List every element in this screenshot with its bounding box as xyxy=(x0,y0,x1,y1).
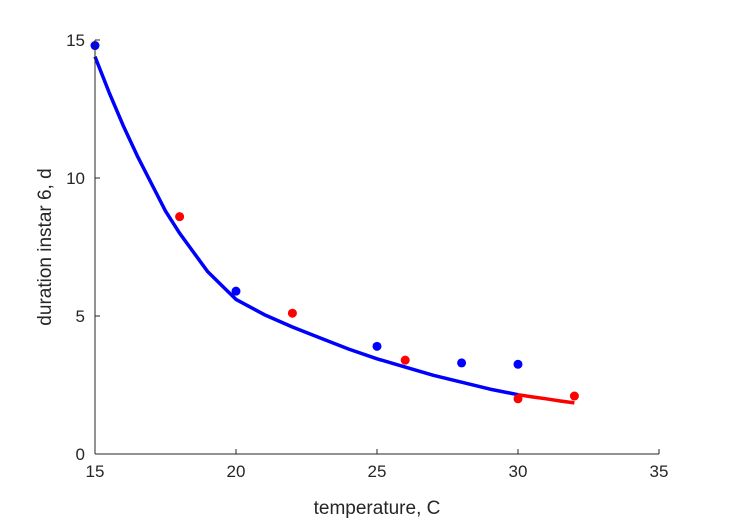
x-tick-label: 35 xyxy=(650,462,669,481)
x-tick-label: 20 xyxy=(227,462,246,481)
blue-data-point xyxy=(231,286,241,296)
y-tick-label: 15 xyxy=(66,31,85,50)
red-data-point xyxy=(400,355,410,365)
red-data-point xyxy=(569,391,579,401)
x-axis-title: temperature, C xyxy=(314,498,441,519)
red-data-point xyxy=(175,212,185,222)
x-tick-label: 30 xyxy=(509,462,528,481)
red-fit-line xyxy=(517,392,575,405)
ticks: 15 20 25 30 35 0 5 10 15 xyxy=(66,31,668,481)
x-tick-label: 15 xyxy=(86,462,105,481)
blue-data-point xyxy=(372,341,382,351)
plot-area xyxy=(90,41,579,405)
y-tick-label: 10 xyxy=(66,169,85,188)
blue-data-point xyxy=(457,358,467,368)
red-data-point xyxy=(287,308,297,318)
blue-fit-line xyxy=(93,55,519,397)
y-tick-label: 0 xyxy=(76,445,85,464)
x-tick-label: 25 xyxy=(368,462,387,481)
red-data-point xyxy=(513,394,523,404)
blue-data-point xyxy=(513,359,523,369)
y-axis-title: duration instar 6, d xyxy=(35,168,56,325)
y-tick-label: 5 xyxy=(76,307,85,326)
